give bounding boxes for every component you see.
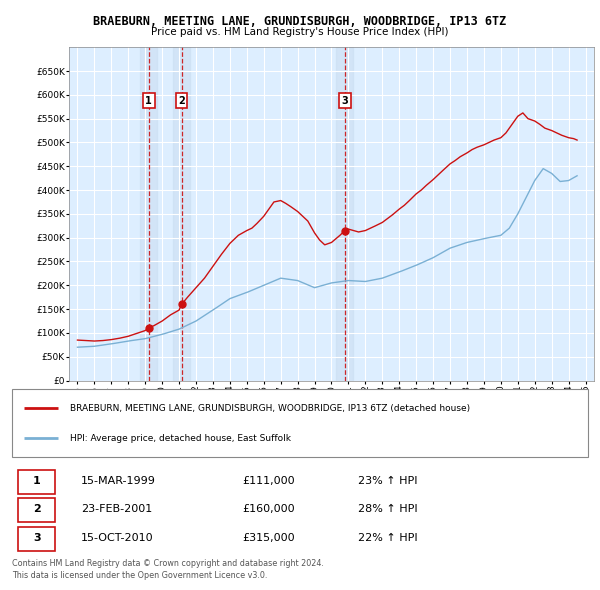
Text: 2: 2 xyxy=(178,96,185,106)
Text: £111,000: £111,000 xyxy=(242,477,295,486)
Text: 23-FEB-2001: 23-FEB-2001 xyxy=(81,504,152,514)
Text: 3: 3 xyxy=(341,96,348,106)
Text: Contains HM Land Registry data © Crown copyright and database right 2024.: Contains HM Land Registry data © Crown c… xyxy=(12,559,324,568)
Text: 23% ↑ HPI: 23% ↑ HPI xyxy=(358,477,417,486)
Text: 22% ↑ HPI: 22% ↑ HPI xyxy=(358,533,417,543)
Text: 1: 1 xyxy=(145,96,152,106)
Text: £315,000: £315,000 xyxy=(242,533,295,543)
Text: 2: 2 xyxy=(33,504,41,514)
Text: £160,000: £160,000 xyxy=(242,504,295,514)
FancyBboxPatch shape xyxy=(18,527,55,551)
Bar xyxy=(337,47,353,381)
Text: 1: 1 xyxy=(33,477,41,486)
FancyBboxPatch shape xyxy=(18,498,55,522)
Text: 28% ↑ HPI: 28% ↑ HPI xyxy=(358,504,417,514)
Text: This data is licensed under the Open Government Licence v3.0.: This data is licensed under the Open Gov… xyxy=(12,571,268,579)
Text: 3: 3 xyxy=(33,533,41,543)
FancyBboxPatch shape xyxy=(18,470,55,494)
Text: BRAEBURN, MEETING LANE, GRUNDISBURGH, WOODBRIDGE, IP13 6TZ (detached house): BRAEBURN, MEETING LANE, GRUNDISBURGH, WO… xyxy=(70,404,470,413)
Bar xyxy=(140,47,157,381)
Text: BRAEBURN, MEETING LANE, GRUNDISBURGH, WOODBRIDGE, IP13 6TZ: BRAEBURN, MEETING LANE, GRUNDISBURGH, WO… xyxy=(94,15,506,28)
Bar xyxy=(173,47,190,381)
Text: Price paid vs. HM Land Registry's House Price Index (HPI): Price paid vs. HM Land Registry's House … xyxy=(151,27,449,37)
Text: 15-OCT-2010: 15-OCT-2010 xyxy=(81,533,154,543)
Text: 15-MAR-1999: 15-MAR-1999 xyxy=(81,477,156,486)
Text: HPI: Average price, detached house, East Suffolk: HPI: Average price, detached house, East… xyxy=(70,434,290,442)
